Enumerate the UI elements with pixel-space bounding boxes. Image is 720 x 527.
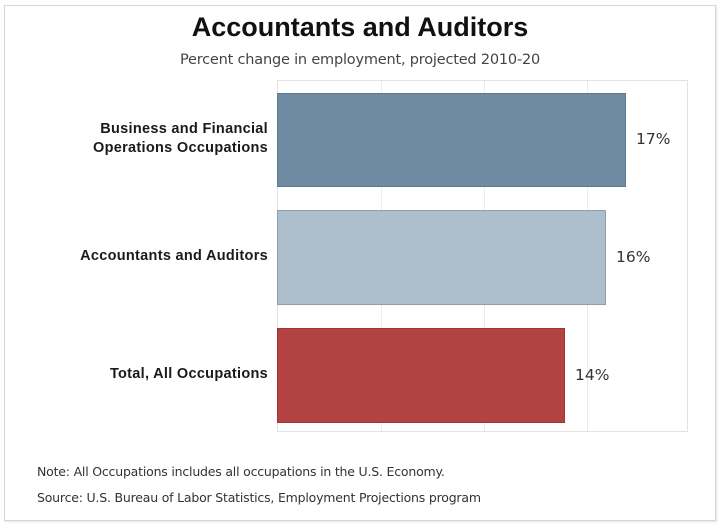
value-label: 14% [575, 366, 610, 384]
bar-accountants-auditors [277, 210, 606, 305]
bar-business-financial [277, 93, 626, 187]
category-label-line: Business and Financial [100, 121, 268, 137]
category-label-business-financial: Business and Financial Operations Occupa… [93, 120, 268, 158]
category-label-total: Total, All Occupations [109, 366, 268, 382]
chart-subtitle: Percent change in employment, projected … [179, 52, 541, 68]
category-label-line: Operations Occupations [93, 140, 268, 156]
value-label: 17% [636, 130, 671, 148]
bar-total-all-occupations [277, 328, 565, 423]
plot-area [277, 80, 688, 432]
footnote: Note: All Occupations includes all occup… [37, 464, 445, 479]
value-label: 16% [616, 248, 651, 266]
source-note: Source: U.S. Bureau of Labor Statistics,… [37, 490, 481, 505]
chart-title: Accountants and Auditors [191, 12, 529, 42]
category-label-accountants-auditors: Accountants and Auditors [80, 248, 268, 264]
